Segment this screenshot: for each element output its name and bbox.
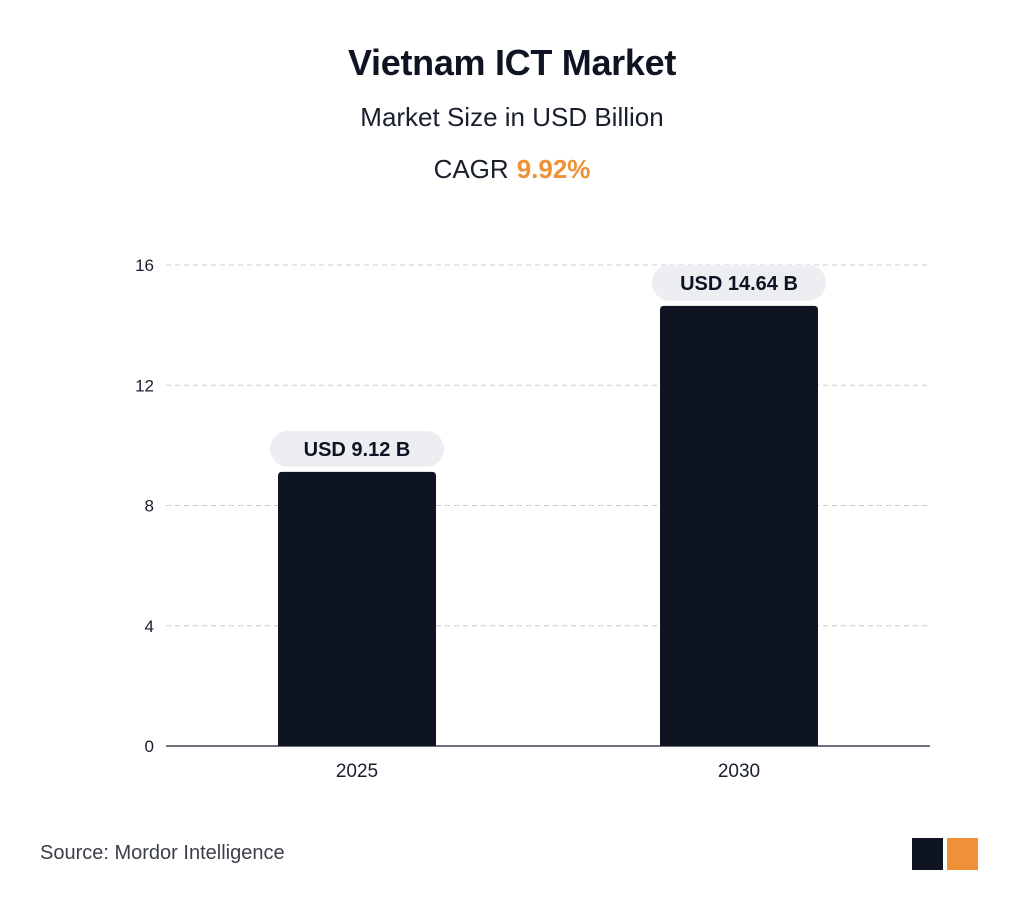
bar bbox=[660, 305, 818, 746]
y-tick-label: 0 bbox=[145, 737, 154, 756]
source-note: Source: Mordor Intelligence bbox=[40, 842, 285, 864]
cagr-label: CAGR bbox=[433, 154, 509, 184]
data-label-pill bbox=[270, 430, 444, 467]
cagr-value: 9.92% bbox=[516, 154, 591, 184]
data-label-pill bbox=[652, 264, 826, 301]
x-tick-label: 2030 bbox=[718, 761, 760, 782]
data-label: USD 9.12 B bbox=[304, 439, 411, 461]
x-tick-label: 2025 bbox=[336, 761, 378, 782]
mordor-logo-icon bbox=[912, 838, 978, 870]
logo-dark-square bbox=[912, 838, 943, 870]
chart-title: Vietnam ICT Market bbox=[347, 42, 677, 83]
y-tick-label: 8 bbox=[145, 497, 154, 516]
y-tick-label: 4 bbox=[145, 617, 154, 636]
chart-subtitle: Market Size in USD Billion bbox=[360, 102, 664, 132]
logo-orange-square bbox=[947, 838, 978, 870]
bar bbox=[278, 471, 436, 746]
data-label: USD 14.64 B bbox=[680, 273, 798, 295]
cagr-line: CAGR 9.92% bbox=[0, 154, 1024, 185]
y-tick-label: 16 bbox=[135, 256, 154, 275]
y-tick-label: 12 bbox=[135, 376, 154, 395]
